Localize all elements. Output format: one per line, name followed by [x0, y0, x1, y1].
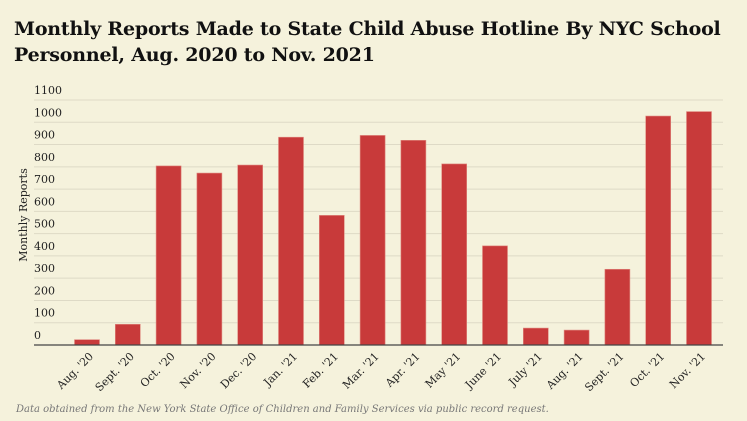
x-tick-label: May '21 [423, 350, 464, 391]
y-tick-label: 300 [34, 262, 55, 275]
y-tick-label: 200 [34, 284, 55, 297]
bar-july-21 [522, 327, 549, 346]
x-tick-label: Feb. '21 [300, 350, 341, 391]
bar-may-21 [441, 163, 468, 346]
chart-title: Monthly Reports Made to State Child Abus… [14, 18, 721, 66]
x-tick-label: Sept. '20 [93, 350, 137, 394]
bar-oct-20 [155, 165, 182, 346]
y-tick-label: 700 [34, 173, 55, 186]
bar-nov-21 [686, 111, 712, 346]
y-tick-label: 900 [34, 129, 55, 142]
x-tick-label: Mar. '21 [340, 350, 382, 392]
x-tick-label: July '21 [506, 350, 545, 389]
bar-nov-20 [196, 172, 223, 346]
bar-sept-21 [604, 268, 631, 346]
bar-oct-21 [645, 115, 672, 346]
bar-feb-21 [318, 215, 345, 346]
bar-apr-21 [400, 140, 427, 346]
x-tick-label: June '21 [462, 350, 504, 392]
bar-dec-20 [237, 164, 263, 346]
bar-aug-20 [74, 339, 100, 346]
source-note: Data obtained from the New York State Of… [16, 404, 549, 415]
x-tick-label: Oct. '20 [138, 350, 178, 390]
y-tick-label: 1100 [34, 84, 62, 97]
bar-mar-21 [359, 135, 386, 346]
x-tick-label: Nov. '21 [667, 350, 708, 391]
bar-june-21 [482, 245, 508, 346]
x-tick-label: Aug. '20 [54, 350, 96, 392]
y-tick-label: 100 [34, 307, 55, 320]
x-tick-label: Apr. '21 [382, 350, 422, 390]
y-tick-label: 1000 [34, 106, 62, 119]
y-tick-label: 0 [34, 329, 41, 342]
x-tick-label: Jan. '21 [260, 350, 300, 390]
y-tick-label: 600 [34, 195, 55, 208]
x-tick-label: Dec. '20 [218, 350, 259, 391]
bar-jan-21 [278, 136, 304, 346]
y-tick-label: 800 [34, 151, 55, 164]
x-tick-label: Nov. '20 [177, 350, 218, 391]
bar-aug-21 [563, 329, 590, 346]
x-tick-label: Aug. '21 [543, 350, 585, 392]
x-tick-label: Oct. '21 [627, 350, 667, 390]
y-axis-label: Monthly Reports [17, 168, 30, 262]
x-tick-label: Sept. '21 [582, 350, 626, 394]
y-tick-label: 500 [34, 218, 55, 231]
bar-sept-20 [115, 323, 141, 346]
y-tick-label: 400 [34, 240, 55, 253]
